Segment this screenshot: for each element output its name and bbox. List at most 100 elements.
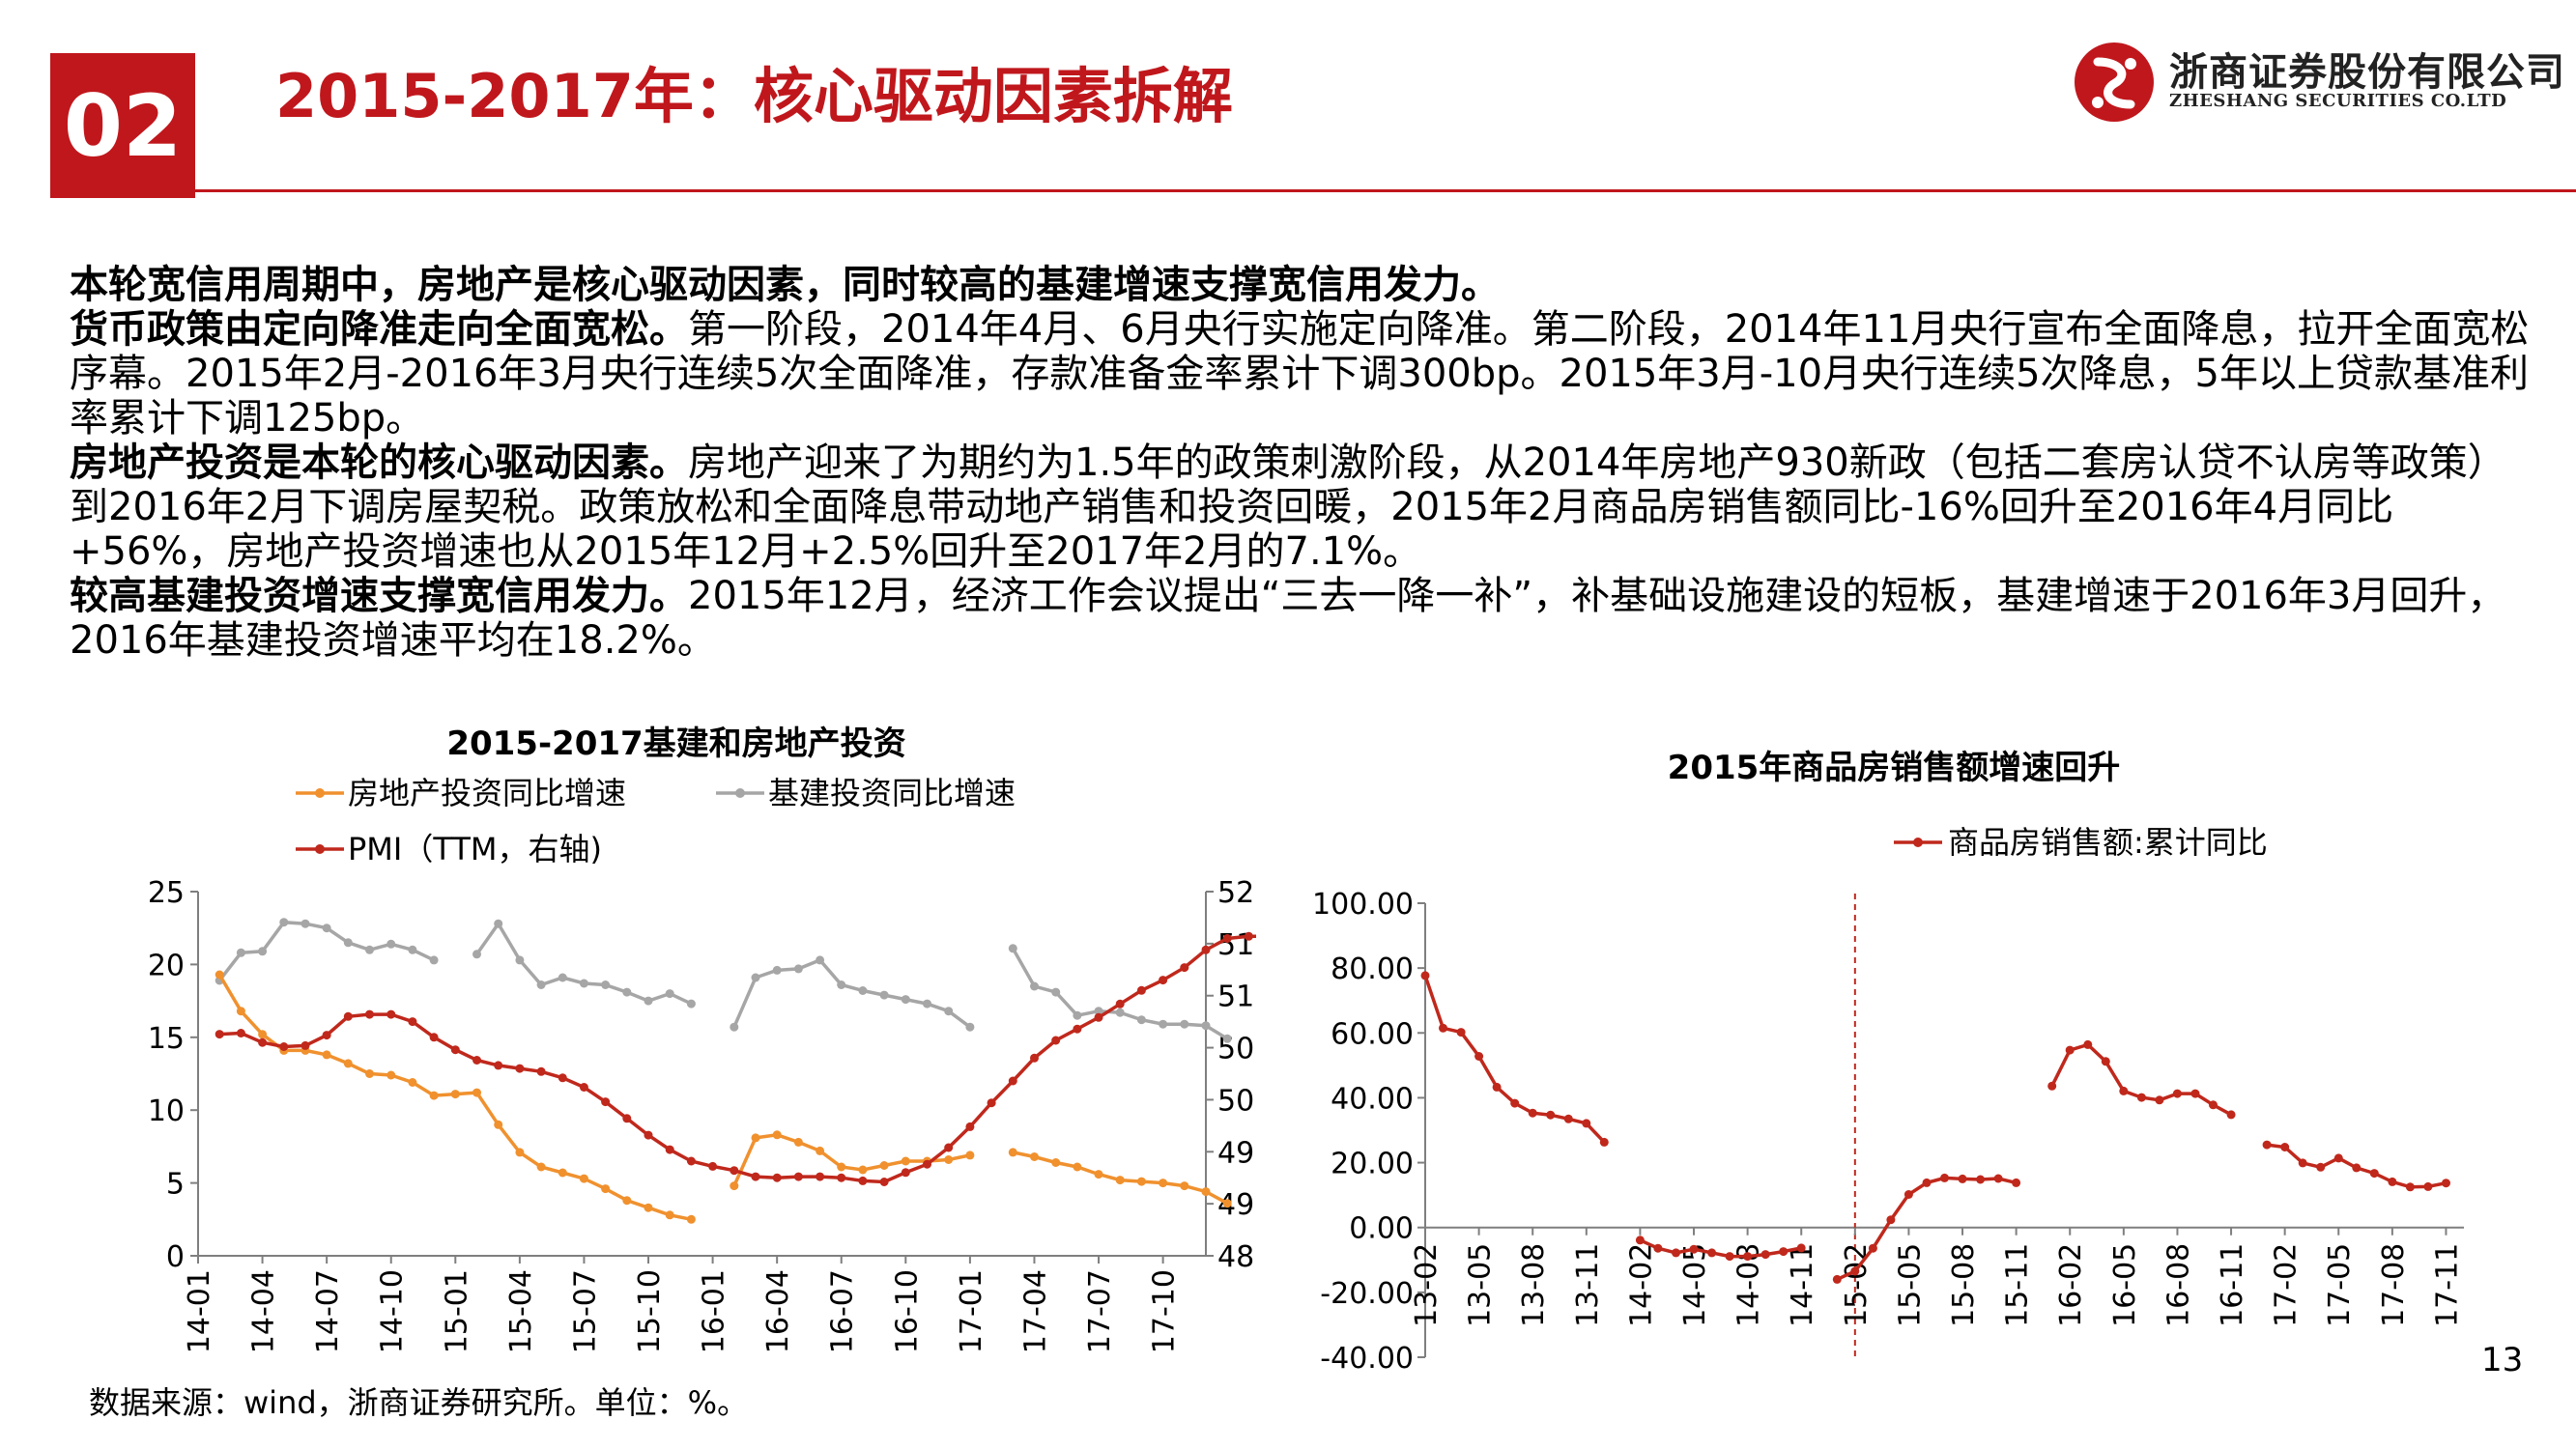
pmi-series-point	[1180, 963, 1189, 973]
pmi-series-point	[708, 1161, 718, 1171]
sales-growth-series-point	[1599, 1137, 1609, 1147]
legend-swatch-marker	[735, 788, 745, 798]
source-note: 数据来源：wind，浙商证券研究所。单位：%。	[89, 1384, 749, 1421]
legend-swatch-marker	[1913, 838, 1923, 847]
real-estate-series-point	[1115, 1176, 1125, 1185]
real-estate-series-point	[1136, 1177, 1146, 1186]
x-tick-label: 15-05	[1893, 1243, 1927, 1327]
real-estate-series-point	[236, 1007, 245, 1016]
y-tick-label: -40.00	[1320, 1342, 1414, 1376]
pmi-series-point	[1222, 934, 1232, 943]
x-tick-label: 15-10	[633, 1269, 667, 1353]
infrastructure-series-point	[279, 918, 289, 927]
sales-growth-series-point	[1976, 1175, 1986, 1184]
x-tick-label: 14-07	[311, 1269, 345, 1353]
real-estate-series-point	[322, 1050, 331, 1060]
sales-growth-series-point	[1510, 1098, 1520, 1108]
real-estate-series-point	[579, 1174, 588, 1183]
sales-growth-series-point	[2226, 1110, 2236, 1120]
y2-tick-label: 49.5	[1217, 1136, 1256, 1170]
paragraph-4-lead: 较高基建投资增速支撑宽信用发力。	[70, 574, 688, 618]
infrastructure-series-point	[258, 947, 268, 956]
pmi-series-point	[408, 1017, 417, 1027]
sales-growth-series-point	[1653, 1243, 1663, 1253]
paragraph-4-text: 2015年12月，经济工作会议提出“三去一降一补”，补基础设施建设的短板，基建增…	[70, 574, 2506, 663]
sales-growth-series-point	[2423, 1181, 2433, 1191]
pmi-series-point	[879, 1178, 889, 1186]
sales-growth-series-point	[2012, 1178, 2021, 1187]
legend-entry: PMI（TTM，右轴)	[348, 831, 602, 867]
pmi-series-point	[665, 1145, 674, 1154]
sales-growth-series-point	[1582, 1119, 1591, 1128]
zheshang-logo-icon	[2075, 43, 2154, 122]
infrastructure-series-point	[1115, 1008, 1125, 1017]
x-tick-label: 16-11	[2216, 1243, 2249, 1327]
infrastructure-series-point	[879, 990, 889, 1000]
pmi-series-point	[1030, 1053, 1039, 1063]
pmi-series-point	[215, 1030, 224, 1039]
sales-growth-series-point	[1868, 1243, 1877, 1253]
pmi-series-point	[837, 1173, 846, 1182]
legend-entry: 房地产投资同比增速	[348, 775, 626, 811]
x-tick-label: 13-02	[1410, 1243, 1444, 1327]
sales-growth-series-point	[2155, 1095, 2164, 1105]
sales-growth-series-point	[1707, 1248, 1717, 1258]
pmi-series-point	[772, 1173, 782, 1182]
infrastructure-series-point	[322, 923, 331, 933]
real-estate-series-point	[858, 1165, 868, 1175]
real-estate-series-point	[215, 970, 224, 980]
real-estate-series-point	[1180, 1181, 1189, 1191]
sales-growth-series-point	[1779, 1247, 1789, 1257]
x-tick-label: 13-05	[1464, 1243, 1498, 1327]
paragraph-2-text: 第一阶段，2014年4月、6月央行实施定向降准。第二阶段，2014年11月央行宣…	[70, 307, 2530, 440]
infrastructure-series-point	[494, 919, 503, 928]
real-estate-series-point	[751, 1133, 760, 1143]
x-tick-label: 17-07	[1083, 1269, 1117, 1353]
page-number: 13	[2481, 1341, 2524, 1379]
sales-growth-series-point	[2262, 1140, 2272, 1150]
sales-growth-series-point	[1635, 1236, 1645, 1245]
pmi-series-point	[965, 1122, 975, 1131]
sales-growth-series-point	[2405, 1182, 2415, 1192]
y-tick-label: 40.00	[1331, 1082, 1414, 1116]
infrastructure-series-point	[429, 955, 439, 965]
y-tick-label: 60.00	[1331, 1017, 1414, 1051]
x-tick-label: 14-11	[1786, 1243, 1819, 1327]
page-title: 2015-2017年：核心驱动因素拆解	[275, 61, 1233, 131]
x-tick-label: 16-10	[890, 1269, 924, 1353]
real-estate-series-point	[622, 1196, 632, 1206]
pmi-series-point	[579, 1083, 588, 1092]
pmi-series-point	[258, 1037, 268, 1047]
x-tick-label: 14-04	[247, 1269, 281, 1353]
infrastructure-series-point	[1136, 1015, 1146, 1025]
y-tick-label: 80.00	[1331, 952, 1414, 986]
real-estate-series-point	[901, 1156, 910, 1166]
pmi-series-point	[450, 1045, 460, 1055]
paragraph-2-lead: 货币政策由定向降准走向全面宽松。	[70, 307, 688, 352]
sales-growth-series-point	[2442, 1179, 2450, 1188]
title-divider	[195, 189, 2576, 192]
sales-growth-series-point	[1456, 1028, 1466, 1037]
sales-growth-series-point	[1528, 1108, 1537, 1118]
x-tick-label: 15-04	[504, 1269, 538, 1353]
infrastructure-series-point	[923, 999, 931, 1009]
infrastructure-series-point	[579, 979, 588, 988]
chart-title: 2015-2017基建和房地产投资	[446, 724, 905, 763]
pmi-series-point	[944, 1143, 954, 1152]
y-tick-label: 100.00	[1312, 888, 1414, 922]
pmi-series-point	[858, 1176, 868, 1185]
real-estate-series-point	[1008, 1148, 1017, 1157]
real-estate-series-point	[472, 1088, 481, 1097]
legend-entry: 基建投资同比增速	[768, 775, 1016, 811]
real-estate-series-point	[450, 1090, 460, 1099]
sales-growth-series-point	[1492, 1082, 1502, 1092]
pmi-series-point	[494, 1061, 503, 1070]
x-tick-label: 15-11	[2001, 1243, 2035, 1327]
infrastructure-series-point	[1159, 1019, 1168, 1029]
sales-growth-series-point	[1420, 971, 1430, 980]
real-estate-series-point	[1094, 1170, 1103, 1179]
infrastructure-series-line	[217, 920, 1229, 1040]
legend-entry: 商品房销售额:累计同比	[1948, 824, 2268, 861]
y2-tick-label: 51	[1217, 980, 1254, 1014]
